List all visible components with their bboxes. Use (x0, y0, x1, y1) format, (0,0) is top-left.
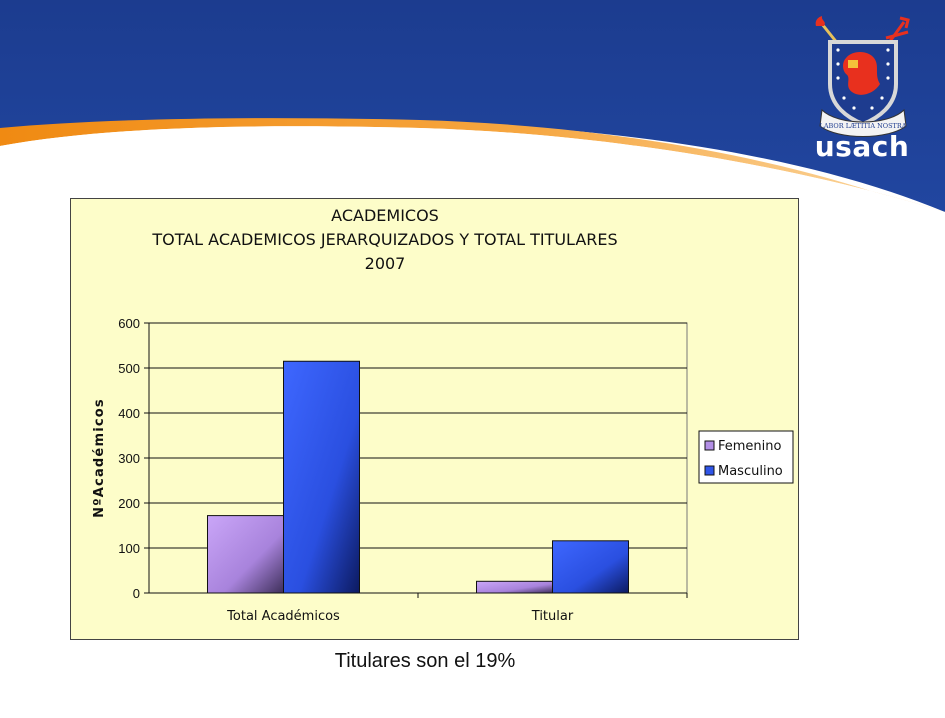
chart-title-line: ACADEMICOS (331, 206, 439, 225)
bars (207, 360, 629, 594)
motto-text: LABOR LÆTITIA NOSTRA (820, 122, 907, 130)
legend-swatch-femenino (704, 440, 715, 451)
y-tick-label: 500 (118, 361, 140, 376)
header-blue-band (0, 0, 945, 212)
torch-icon (815, 16, 840, 45)
header-orange-swoosh (0, 118, 945, 218)
caption: Titulares son el 19% (334, 650, 516, 672)
y-tick-label: 100 (118, 541, 140, 556)
chart-title: ACADEMICOS TOTAL ACADEMICOS JERARQUIZADOS… (151, 206, 617, 273)
header-banner (0, 0, 945, 230)
bar-femenino (476, 580, 553, 594)
legend-label: Masculino (718, 464, 783, 479)
legend-swatch-masculino (704, 465, 715, 476)
usach-crest-logo: LABOR LÆTITIA NOSTRA (815, 16, 910, 137)
y-tick-label: 400 (118, 406, 140, 421)
bar-masculino (552, 540, 629, 594)
chart-title-line: TOTAL ACADEMICOS JERARQUIZADOS Y TOTAL T… (151, 230, 617, 249)
legend-label: Femenino (718, 439, 782, 454)
chart-title-line: 2007 (365, 254, 406, 273)
y-tick-label: 0 (133, 586, 140, 601)
stars-icon (836, 48, 890, 110)
x-tick-label: Total Académicos (226, 609, 340, 624)
brand-wordmark: usach (814, 130, 910, 163)
bar-chart: ACADEMICOS TOTAL ACADEMICOS JERARQUIZADOS… (92, 206, 794, 624)
bar-femenino (207, 515, 284, 594)
legend-box (698, 430, 794, 484)
chart-frame: ACADEMICOS TOTAL ACADEMICOS JERARQUIZADOS… (70, 198, 799, 640)
y-axis-label: NºAcadémicos (92, 398, 107, 518)
x-tick-label: Titular (531, 609, 574, 624)
grid-lines (149, 322, 687, 549)
y-tick-label: 200 (118, 496, 140, 511)
y-tick-label: 300 (118, 451, 140, 466)
bar-masculino (283, 360, 360, 594)
axes: 0 100 200 300 400 500 600 Total Académicos Titul… (118, 316, 688, 624)
motto-ribbon (819, 108, 907, 137)
legend: Femenino Masculino (698, 430, 794, 484)
y-tick-label: 600 (118, 316, 140, 331)
